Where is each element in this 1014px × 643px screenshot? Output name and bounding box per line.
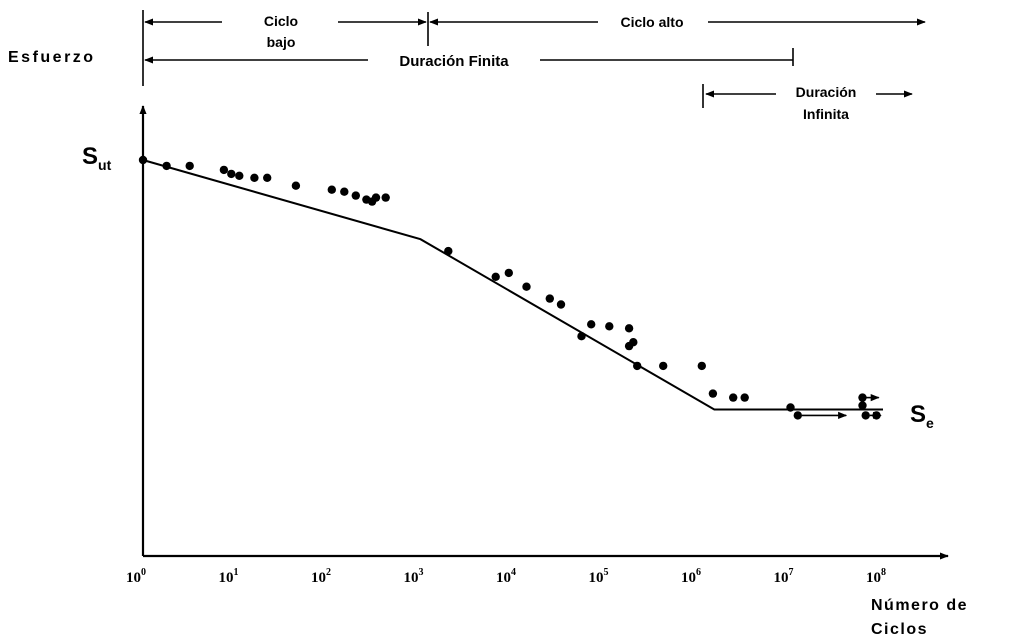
x-tick-labels: 100 101 102 103 104 105 106 107 108 xyxy=(126,567,886,586)
x-tick-label-1: 101 xyxy=(219,567,239,586)
runout-arrow-1 xyxy=(793,411,848,420)
se-label-sub: e xyxy=(926,415,934,431)
runout-arrow-2 xyxy=(861,411,882,420)
duracion-finita-label: Duración Finita xyxy=(399,53,509,70)
ciclo-bajo-label-1: Ciclo xyxy=(264,13,298,29)
data-point-24 xyxy=(577,332,586,341)
x-tick-label-6: 106 xyxy=(681,567,701,586)
data-point-31 xyxy=(708,389,718,398)
sut-label-main: S xyxy=(82,143,98,170)
sut-label-sub: ut xyxy=(98,157,112,173)
x-tick-label-7: 107 xyxy=(774,567,794,586)
data-point-27 xyxy=(629,338,638,347)
data-point-23 xyxy=(605,322,614,331)
data-point-0 xyxy=(138,155,148,165)
data-point-33 xyxy=(740,393,749,402)
duracion-infinita-label-2: Infinita xyxy=(803,106,849,122)
data-point-19 xyxy=(522,282,531,291)
data-point-35 xyxy=(858,401,867,410)
x-axis-label-line1: Número de xyxy=(871,597,968,614)
data-point-5 xyxy=(235,171,244,180)
se-label: Se xyxy=(910,401,934,431)
data-point-34 xyxy=(786,403,795,412)
data-point-21 xyxy=(556,300,566,309)
fit-line xyxy=(142,159,883,411)
data-point-20 xyxy=(545,294,554,303)
data-points xyxy=(138,155,881,420)
data-point-7 xyxy=(263,173,272,182)
data-point-29 xyxy=(659,361,668,371)
x-axis-label-line2: Ciclos xyxy=(871,621,928,638)
runout-arrows xyxy=(793,393,882,420)
x-tick-label-4: 104 xyxy=(496,567,516,586)
data-point-22 xyxy=(587,320,596,329)
data-point-8 xyxy=(291,181,301,190)
data-point-30 xyxy=(697,361,706,371)
data-point-14 xyxy=(371,193,381,202)
ciclo-bajo-label-2: bajo xyxy=(267,34,296,50)
x-tick-label-0: 100 xyxy=(126,567,146,586)
sut-label: Sut xyxy=(82,143,112,173)
region-annotations xyxy=(142,10,926,108)
data-point-6 xyxy=(250,173,259,182)
se-label-main: S xyxy=(910,401,926,428)
x-tick-label-2: 102 xyxy=(311,567,331,586)
data-point-15 xyxy=(381,193,390,202)
duracion-infinita-label-1: Duración xyxy=(796,84,857,100)
data-point-11 xyxy=(351,191,360,200)
data-point-2 xyxy=(185,161,194,171)
data-point-9 xyxy=(327,185,336,194)
data-point-4 xyxy=(227,169,236,179)
data-point-28 xyxy=(633,361,642,371)
y-axis-label: Esfuerzo xyxy=(8,49,96,66)
data-point-25 xyxy=(624,324,634,333)
x-tick-label-8: 108 xyxy=(866,567,886,586)
data-point-16 xyxy=(444,246,453,256)
x-tick-label-5: 105 xyxy=(589,567,609,586)
data-point-10 xyxy=(340,187,349,196)
runout-arrow-0 xyxy=(858,393,880,402)
data-point-32 xyxy=(729,393,738,402)
data-point-18 xyxy=(504,268,513,278)
x-tick-label-3: 103 xyxy=(404,567,424,586)
data-point-3 xyxy=(219,165,229,175)
data-point-1 xyxy=(162,161,171,171)
ciclo-alto-label: Ciclo alto xyxy=(620,14,683,30)
data-point-17 xyxy=(491,272,500,281)
